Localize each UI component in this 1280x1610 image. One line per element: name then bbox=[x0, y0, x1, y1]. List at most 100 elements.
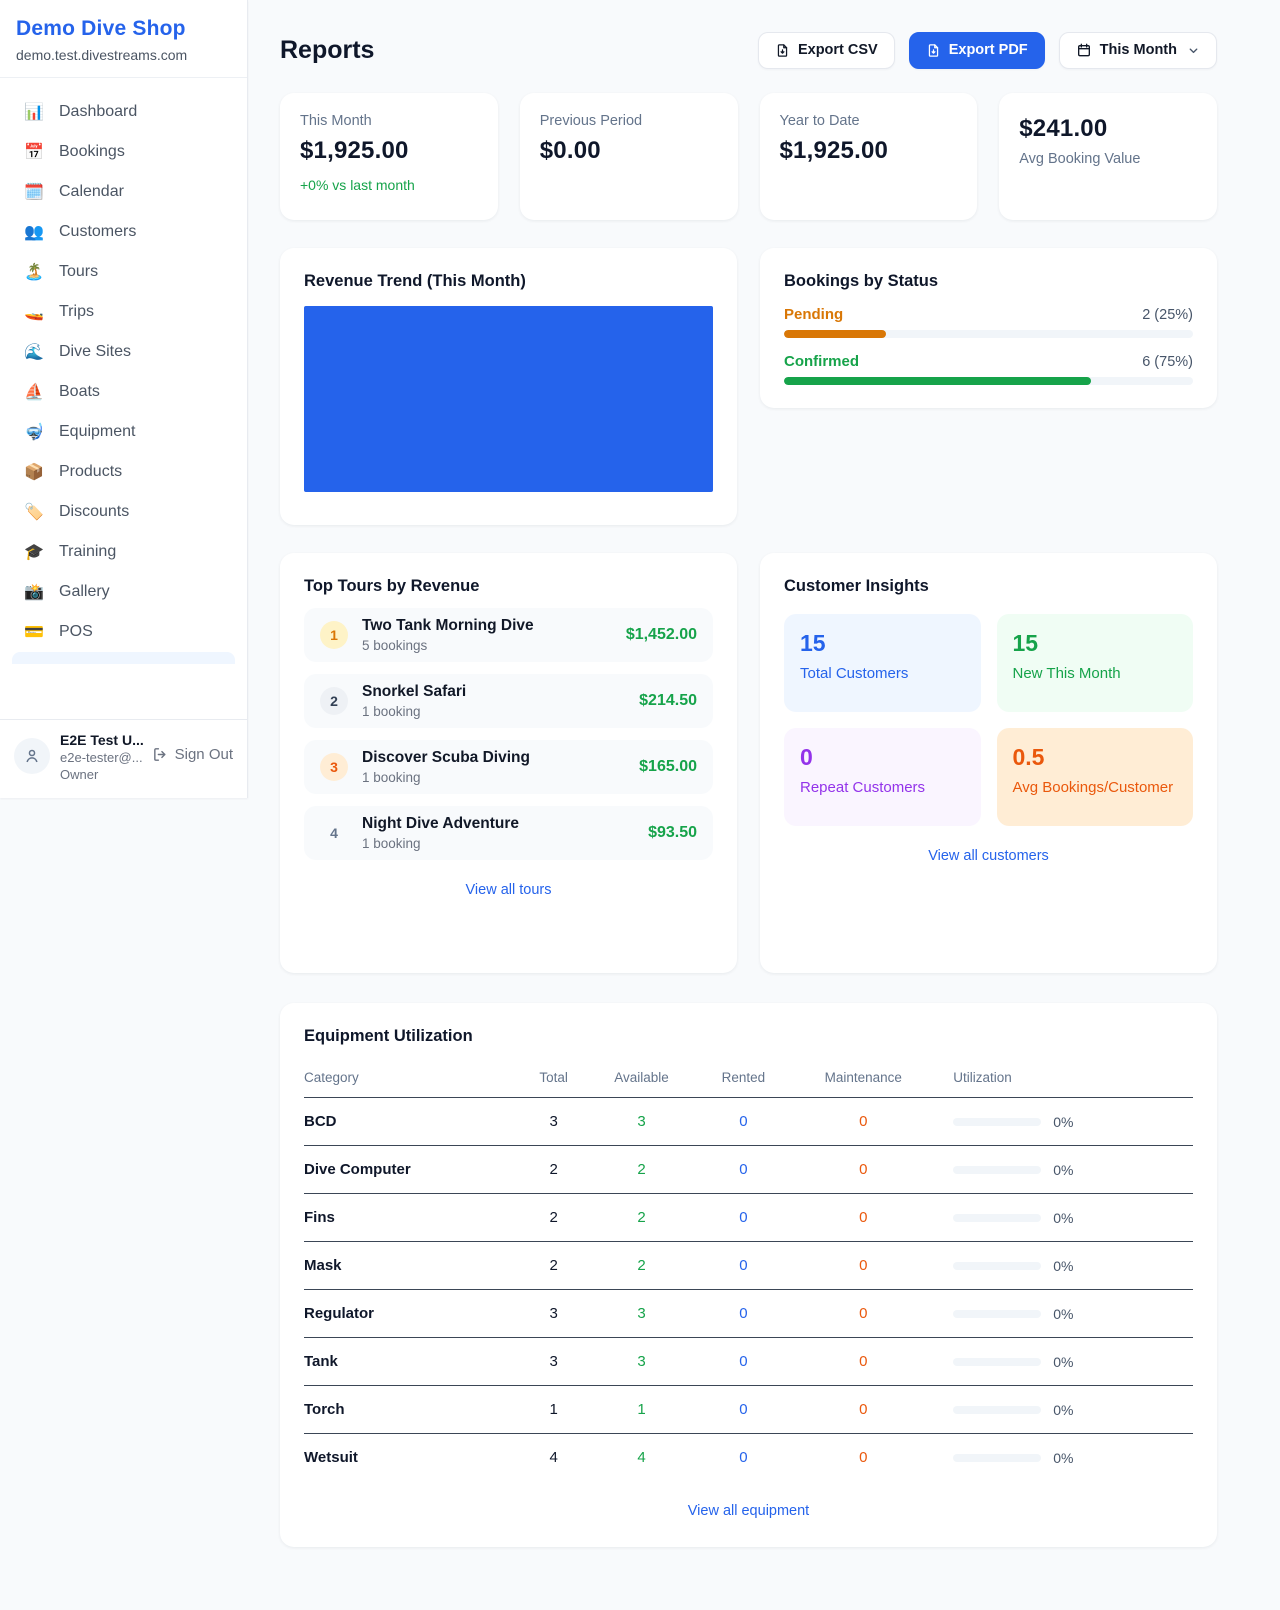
insight-tile-avg-bookings: 0.5 Avg Bookings/Customer bbox=[996, 728, 1193, 826]
tour-name: Night Dive Adventure bbox=[362, 815, 520, 832]
utilization-bar bbox=[953, 1309, 1042, 1318]
sidebar-item-label: Products bbox=[59, 463, 123, 480]
progress-fill bbox=[784, 377, 1091, 385]
table-row: Mask 2 2 0 0 0% bbox=[304, 1241, 1193, 1290]
equipment-utilization-card: Equipment Utilization Category Total Ava… bbox=[280, 1003, 1217, 1547]
sidebar-item-customers[interactable]: 👥 Customers bbox=[12, 212, 235, 252]
insight-value: 0.5 bbox=[1012, 744, 1045, 770]
progress-fill bbox=[784, 330, 887, 338]
cell-category: Dive Computer bbox=[304, 1145, 516, 1194]
utilization-bar bbox=[953, 1357, 1042, 1366]
revenue-trend-card: Revenue Trend (This Month) bbox=[280, 248, 737, 525]
sidebar-item-bookings[interactable]: 📅 Bookings bbox=[12, 132, 235, 172]
col-utilization: Utilization bbox=[931, 1062, 1193, 1098]
sidebar-item-dive-sites[interactable]: 🌊 Dive Sites bbox=[12, 332, 235, 372]
sidebar-item-gallery[interactable]: 📸 Gallery bbox=[12, 572, 235, 612]
stat-value: $0.00 bbox=[539, 137, 601, 164]
sidebar-item-label: Bookings bbox=[59, 143, 125, 160]
rank-badge: 3 bbox=[320, 753, 348, 781]
sidebar-item-products[interactable]: 📦 Products bbox=[12, 452, 235, 492]
brand: Demo Dive Shop demo.test.divestreams.com bbox=[0, 0, 247, 78]
sidebar-item-dashboard[interactable]: 📊 Dashboard bbox=[12, 92, 235, 132]
cell-total: 3 bbox=[515, 1097, 592, 1146]
equipment-utilization-title: Equipment Utilization bbox=[304, 1027, 473, 1045]
calendar-icon: 🗓️ bbox=[24, 184, 44, 201]
sidebar-item-boats[interactable]: ⛵ Boats bbox=[12, 372, 235, 412]
tour-bookings: 1 booking bbox=[362, 836, 421, 851]
export-csv-button[interactable]: Export CSV bbox=[757, 31, 895, 69]
boats-icon: ⛵ bbox=[24, 384, 44, 401]
revenue-trend-chart bbox=[304, 306, 713, 492]
view-all-equipment-link[interactable]: View all equipment bbox=[687, 1503, 810, 1519]
shop-name: Demo Dive Shop bbox=[16, 17, 186, 40]
cell-total: 1 bbox=[515, 1385, 592, 1434]
col-total: Total bbox=[515, 1062, 592, 1098]
tour-list-item[interactable]: 3 Discover Scuba Diving 1 booking $165.0… bbox=[304, 740, 713, 794]
cell-category: Fins bbox=[304, 1193, 516, 1242]
cell-maintenance: 0 bbox=[795, 1097, 932, 1146]
sidebar-item-reports-partial[interactable] bbox=[12, 652, 235, 664]
cell-maintenance: 0 bbox=[795, 1145, 932, 1194]
export-csv-label: Export CSV bbox=[797, 42, 878, 58]
sidebar-item-calendar[interactable]: 🗓️ Calendar bbox=[12, 172, 235, 212]
stat-card-this-month: This Month $1,925.00 +0% vs last month bbox=[280, 93, 498, 220]
cell-available: 1 bbox=[591, 1385, 692, 1434]
user-email: e2e-tester@... bbox=[60, 750, 143, 765]
utilization-bar bbox=[953, 1117, 1042, 1126]
sidebar-item-equipment[interactable]: 🤿 Equipment bbox=[12, 412, 235, 452]
cell-rented: 0 bbox=[691, 1145, 796, 1194]
utilization-bar bbox=[953, 1453, 1042, 1462]
period-dropdown[interactable]: This Month bbox=[1058, 31, 1217, 69]
top-tours-title: Top Tours by Revenue bbox=[304, 577, 480, 595]
sidebar-item-label: Dive Sites bbox=[59, 343, 132, 360]
customer-insights-title: Customer Insights bbox=[784, 577, 929, 595]
sign-out-button[interactable]: Sign Out bbox=[152, 746, 233, 763]
table-row: Fins 2 2 0 0 0% bbox=[304, 1193, 1193, 1242]
stat-value: $1,925.00 bbox=[779, 137, 889, 164]
chevron-down-icon bbox=[1189, 47, 1198, 53]
view-all-customers-link[interactable]: View all customers bbox=[928, 848, 1049, 864]
stat-card-previous-period: Previous Period $0.00 bbox=[519, 93, 738, 220]
dashboard-icon: 📊 bbox=[24, 104, 44, 121]
cell-available: 2 bbox=[591, 1241, 692, 1290]
col-category: Category bbox=[304, 1062, 516, 1098]
sidebar-item-pos[interactable]: 💳 POS bbox=[12, 612, 235, 652]
equipment-table: Category Total Available Rented Maintena… bbox=[304, 1062, 1193, 1481]
sidebar-item-label: POS bbox=[59, 623, 93, 640]
sidebar-item-tours[interactable]: 🏝️ Tours bbox=[12, 252, 235, 292]
tour-list-item[interactable]: 1 Two Tank Morning Dive 5 bookings $1,45… bbox=[304, 608, 713, 662]
insight-value: 15 bbox=[800, 630, 826, 656]
status-label: Pending bbox=[784, 306, 844, 323]
pos-icon: 💳 bbox=[24, 624, 44, 641]
insight-value: 0 bbox=[800, 744, 813, 770]
sidebar-item-discounts[interactable]: 🏷️ Discounts bbox=[12, 492, 235, 532]
discounts-icon: 🏷️ bbox=[24, 504, 44, 521]
cell-utilization: 0% bbox=[1053, 1161, 1074, 1178]
cell-maintenance: 0 bbox=[795, 1193, 932, 1242]
tour-name: Two Tank Morning Dive bbox=[362, 617, 534, 634]
user-role: Owner bbox=[60, 767, 99, 782]
tour-list-item[interactable]: 4 Night Dive Adventure 1 booking $93.50 bbox=[304, 806, 713, 860]
bookings-icon: 📅 bbox=[24, 144, 44, 161]
tour-list-item[interactable]: 2 Snorkel Safari 1 booking $214.50 bbox=[304, 674, 713, 728]
view-all-tours-link[interactable]: View all tours bbox=[465, 882, 552, 898]
sidebar-item-trips[interactable]: 🚤 Trips bbox=[12, 292, 235, 332]
sidebar-item-label: Training bbox=[59, 543, 117, 560]
cell-category: Mask bbox=[304, 1241, 516, 1290]
cell-total: 2 bbox=[515, 1193, 592, 1242]
status-label: Confirmed bbox=[784, 353, 859, 370]
insight-tile-new-this-month: 15 New This Month bbox=[996, 614, 1193, 712]
export-pdf-button[interactable]: Export PDF bbox=[908, 31, 1045, 69]
cell-available: 4 bbox=[637, 1449, 646, 1466]
insight-label: Repeat Customers bbox=[800, 779, 926, 796]
cell-available: 2 bbox=[591, 1145, 692, 1194]
stat-label: Avg Booking Value bbox=[1019, 151, 1141, 167]
insight-tile-repeat-customers: 0 Repeat Customers bbox=[784, 728, 981, 826]
sidebar-item-training[interactable]: 🎓 Training bbox=[12, 532, 235, 572]
cell-category: Regulator bbox=[304, 1289, 516, 1338]
person-icon bbox=[26, 749, 38, 763]
customers-icon: 👥 bbox=[24, 224, 44, 241]
cell-utilization: 0% bbox=[1053, 1449, 1074, 1466]
logout-icon bbox=[153, 748, 166, 761]
sidebar-item-label: Gallery bbox=[59, 583, 110, 600]
